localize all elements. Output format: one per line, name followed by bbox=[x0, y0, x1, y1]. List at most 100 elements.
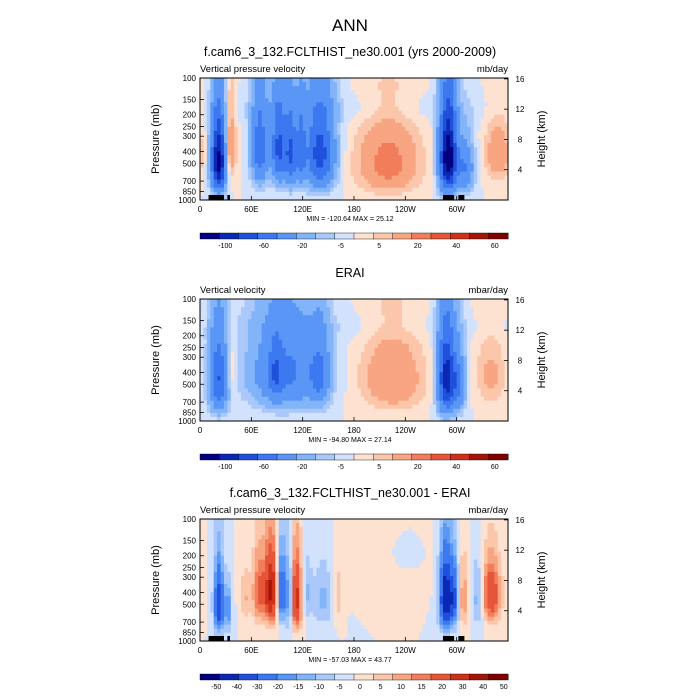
field-cell bbox=[234, 364, 239, 369]
field-cell bbox=[377, 90, 382, 95]
field-cell bbox=[494, 98, 499, 103]
field-cell bbox=[220, 163, 225, 169]
field-cell bbox=[247, 110, 252, 116]
field-cell bbox=[316, 118, 321, 124]
field-cell bbox=[371, 327, 376, 333]
field-cell bbox=[203, 106, 208, 112]
field-cell bbox=[350, 98, 355, 103]
field-cell bbox=[422, 167, 427, 173]
field-cell bbox=[241, 339, 246, 345]
field-cell bbox=[367, 380, 372, 385]
field-cell bbox=[432, 90, 437, 95]
field-cell bbox=[449, 126, 454, 132]
field-cell bbox=[446, 94, 451, 99]
field-cell bbox=[391, 368, 396, 373]
field-cell bbox=[288, 327, 293, 333]
field-cell bbox=[377, 323, 382, 329]
field-cell bbox=[343, 143, 348, 148]
field-cell bbox=[364, 323, 369, 329]
field-cell bbox=[384, 319, 389, 324]
field-cell bbox=[258, 195, 263, 201]
field-cell bbox=[295, 139, 300, 144]
field-cell bbox=[422, 179, 427, 185]
field-cell bbox=[323, 94, 328, 99]
field-cell bbox=[316, 392, 321, 398]
field-cell bbox=[350, 311, 355, 316]
field-cell bbox=[477, 195, 482, 201]
field-cell bbox=[405, 376, 410, 381]
field-cell bbox=[244, 311, 249, 316]
field-cell bbox=[470, 106, 475, 112]
field-cell bbox=[268, 368, 273, 373]
field-cell bbox=[388, 343, 393, 349]
field-cell bbox=[210, 335, 215, 341]
field-cell bbox=[460, 102, 465, 108]
field-cell bbox=[490, 155, 495, 160]
field-cell bbox=[251, 327, 256, 333]
field-cell bbox=[347, 86, 352, 91]
field-cell bbox=[234, 315, 239, 320]
field-cell bbox=[497, 299, 502, 304]
field-cell bbox=[288, 151, 293, 156]
field-cell bbox=[466, 347, 471, 353]
field-cell bbox=[258, 171, 263, 177]
field-cell bbox=[282, 327, 287, 333]
field-cell bbox=[319, 368, 324, 373]
field-cell bbox=[295, 82, 300, 87]
field-cell bbox=[292, 82, 297, 87]
field-cell bbox=[504, 130, 509, 136]
colorbar-label: 40 bbox=[452, 243, 460, 250]
field-cell bbox=[333, 90, 338, 95]
field-cell bbox=[217, 368, 222, 373]
field-cell bbox=[350, 130, 355, 136]
field-cell bbox=[340, 384, 345, 390]
field-cell bbox=[412, 175, 417, 181]
field-cell bbox=[302, 187, 307, 193]
field-cell bbox=[446, 110, 451, 116]
field-cell bbox=[340, 331, 345, 337]
field-cell bbox=[217, 163, 222, 169]
field-cell bbox=[206, 343, 211, 349]
field-cell bbox=[364, 139, 369, 144]
field-cell bbox=[275, 343, 280, 349]
field-cell bbox=[333, 372, 338, 377]
field-cell bbox=[446, 171, 451, 177]
field-cell bbox=[336, 151, 341, 156]
field-cell bbox=[477, 323, 482, 329]
field-cell bbox=[223, 376, 228, 381]
field-cell bbox=[484, 179, 489, 185]
field-cell bbox=[312, 195, 317, 201]
field-cell bbox=[364, 376, 369, 381]
field-cell bbox=[312, 331, 317, 337]
field-cell bbox=[295, 388, 300, 394]
field-cell bbox=[323, 183, 328, 189]
field-cell bbox=[494, 307, 499, 312]
field-cell bbox=[309, 134, 314, 140]
field-cell bbox=[340, 368, 345, 373]
field-cell bbox=[203, 118, 208, 124]
field-cell bbox=[265, 175, 270, 181]
field-cell bbox=[422, 351, 427, 357]
field-cell bbox=[223, 388, 228, 394]
field-cell bbox=[374, 347, 379, 353]
field-cell bbox=[395, 376, 400, 381]
field-cell bbox=[200, 114, 205, 120]
field-cell bbox=[453, 388, 458, 394]
field-cell bbox=[408, 90, 413, 95]
field-cell bbox=[319, 392, 324, 398]
field-cell bbox=[487, 171, 492, 177]
field-cell bbox=[374, 143, 379, 148]
field-cell bbox=[449, 179, 454, 185]
field-cell bbox=[504, 179, 509, 185]
field-cell bbox=[230, 372, 235, 377]
field-cell bbox=[213, 163, 218, 169]
field-cell bbox=[316, 179, 321, 185]
field-cell bbox=[480, 126, 485, 132]
field-cell bbox=[401, 86, 406, 91]
field-cell bbox=[251, 311, 256, 316]
field-cell bbox=[295, 392, 300, 398]
field-cell bbox=[258, 360, 263, 365]
field-cell bbox=[227, 299, 232, 304]
field-cell bbox=[261, 315, 266, 320]
field-cell bbox=[350, 355, 355, 361]
